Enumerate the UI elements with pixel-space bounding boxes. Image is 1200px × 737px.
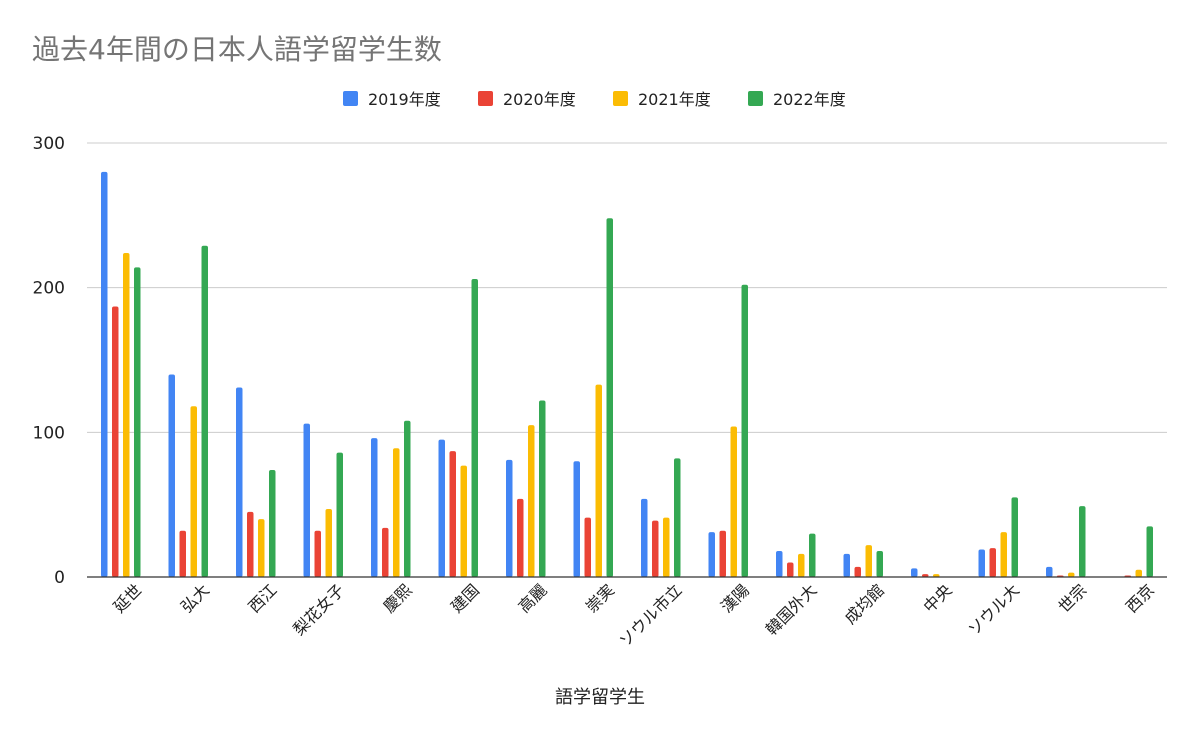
bar-3-10 (730, 426, 737, 577)
x-tick-label: 中央 (920, 580, 956, 616)
legend-label-series-3: 2021年度 (638, 90, 711, 109)
bar-1-8 (573, 461, 580, 577)
bar-4-14 (1011, 497, 1018, 577)
bar-3-2 (190, 406, 197, 577)
legend-swatch-series-2 (478, 90, 493, 106)
bar-1-12 (843, 553, 850, 577)
x-tick-label: 韓国外大 (762, 580, 821, 639)
y-tick-label: 100 (33, 423, 65, 443)
bar-4-9 (674, 458, 681, 577)
x-tick-label: 延世 (110, 580, 146, 616)
legend-swatch-series-1 (343, 90, 358, 106)
bar-4-6 (471, 278, 478, 577)
bar-3-13 (933, 574, 940, 577)
bar-1-14 (978, 549, 985, 577)
bar-3-12 (865, 545, 872, 577)
x-tick-label: 世宗 (1055, 580, 1091, 616)
bar-4-15 (1079, 506, 1086, 577)
legend-item-series-1: 2019年度 (343, 86, 441, 110)
bar-1-5 (371, 438, 378, 577)
bar-3-9 (663, 517, 670, 577)
bar-2-12 (854, 566, 861, 577)
bar-1-11 (776, 550, 783, 577)
bar-4-8 (606, 218, 613, 577)
bar-2-2 (179, 530, 186, 577)
x-axis-title: 語学留学生 (555, 687, 645, 708)
bar-2-8 (584, 517, 591, 577)
bar-2-10 (719, 530, 726, 577)
bar-1-3 (236, 387, 243, 577)
x-tick-label: 成均館 (841, 580, 888, 627)
bar-3-1 (123, 252, 130, 578)
legend-item-series-3: 2021年度 (613, 86, 711, 110)
legend-swatch-series-4 (748, 90, 763, 106)
bar-3-16 (1135, 569, 1142, 577)
legend-label-series-2: 2020年度 (503, 90, 576, 109)
bar-4-16 (1146, 526, 1153, 577)
bar-3-5 (393, 448, 400, 577)
x-tick-label: ソウル大 (964, 580, 1023, 639)
bar-1-9 (641, 498, 648, 577)
bar-4-11 (809, 533, 816, 577)
bar-1-1 (101, 171, 108, 577)
x-tick-label: ソウル市立 (616, 580, 686, 650)
bar-1-6 (438, 439, 445, 577)
bar-4-4 (336, 452, 343, 577)
x-tick-label: 建国 (447, 580, 483, 616)
bar-4-5 (404, 420, 411, 577)
bar-3-4 (325, 509, 332, 577)
bar-4-12 (876, 550, 883, 577)
bar-3-15 (1068, 572, 1075, 577)
bar-3-7 (528, 425, 535, 577)
legend-label-series-4: 2022年度 (773, 90, 846, 109)
bar-2-7 (517, 498, 524, 577)
x-tick-label: 崇実 (582, 580, 618, 616)
bar-1-4 (303, 423, 310, 577)
bar-2-14 (989, 548, 996, 577)
bar-3-11 (798, 553, 805, 577)
bar-1-7 (506, 459, 513, 577)
bar-2-5 (382, 527, 389, 577)
chart-title: 過去4年間の日本人語学留学生数 (32, 33, 442, 66)
legend-label-series-1: 2019年度 (368, 90, 441, 109)
bar-4-7 (539, 400, 546, 577)
x-tick-label: 西京 (1122, 580, 1158, 616)
x-tick-label: 慶熙 (380, 580, 416, 616)
legend-item-series-2: 2020年度 (478, 86, 576, 110)
bar-3-14 (1000, 532, 1007, 577)
x-tick-label: 漢陽 (717, 580, 753, 616)
bar-3-6 (460, 465, 467, 577)
bar-1-10 (708, 532, 715, 577)
x-tick-label: 弘大 (177, 580, 213, 616)
y-tick-label: 300 (33, 134, 65, 154)
bar-2-9 (652, 520, 659, 577)
bar-4-10 (741, 284, 748, 577)
bar-2-4 (314, 530, 321, 577)
legend-swatch-series-3 (613, 90, 628, 106)
bar-4-3 (269, 469, 276, 577)
y-tick-label: 0 (54, 568, 65, 588)
bar-4-2 (201, 245, 208, 578)
x-tick-label: 梨花女子 (289, 580, 348, 639)
bar-1-13 (911, 568, 918, 577)
bar-2-6 (449, 451, 456, 577)
bar-2-11 (787, 562, 794, 577)
x-tick-label: 西江 (245, 580, 281, 616)
x-tick-label: 高麗 (515, 580, 551, 616)
bar-4-1 (134, 267, 141, 577)
bar-2-13 (922, 574, 929, 577)
chart-legend: 2019年度 2020年度 2021年度 2022年度 (0, 86, 1200, 112)
bar-2-1 (112, 306, 119, 577)
bar-3-3 (258, 519, 265, 577)
bar-2-3 (247, 511, 254, 577)
bar-1-2 (168, 374, 175, 577)
bar-3-8 (595, 384, 602, 577)
bar-1-15 (1046, 566, 1053, 577)
y-tick-label: 200 (33, 279, 65, 299)
legend-item-series-4: 2022年度 (748, 86, 846, 110)
